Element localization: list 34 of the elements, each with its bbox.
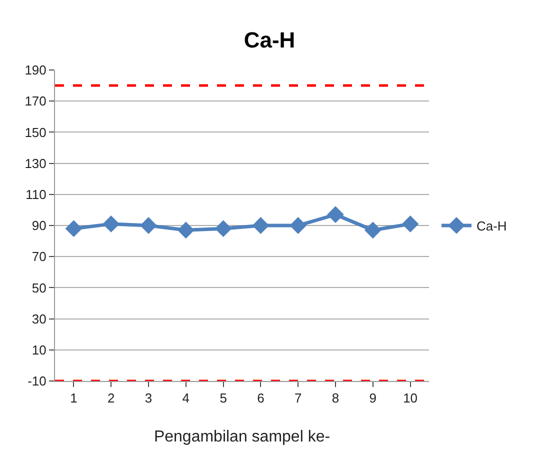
point <box>102 216 120 232</box>
x-tick-label: 5 <box>220 390 227 406</box>
x-tick-label: 8 <box>332 390 340 406</box>
x-tick-label: 6 <box>257 390 264 406</box>
point <box>327 206 344 224</box>
y-tick-label: 170 <box>24 94 46 109</box>
point <box>252 217 270 234</box>
x-tick-label: 4 <box>182 390 190 406</box>
y-tick-label: 10 <box>32 342 46 358</box>
y-tick-label: 70 <box>32 249 46 264</box>
legend-label: Ca-H <box>476 218 507 234</box>
point <box>402 216 419 232</box>
y-tick-label: 90 <box>32 218 46 234</box>
point <box>290 217 307 234</box>
x-tick-label: 9 <box>369 390 377 406</box>
point <box>364 222 382 239</box>
x-tick-label: 2 <box>107 390 115 406</box>
point <box>140 217 157 234</box>
y-tick-label: 30 <box>32 311 46 326</box>
point <box>177 222 194 239</box>
y-tick-label: 190 <box>24 62 46 78</box>
x-tick-label: 10 <box>403 390 418 406</box>
y-tick-label: 50 <box>32 280 46 296</box>
x-tick-label: 3 <box>144 390 152 406</box>
y-tick-label: 150 <box>24 124 46 140</box>
y-tick-label: -10 <box>28 374 46 389</box>
x-axis-title: Pengambilan sampel ke- <box>154 428 330 446</box>
x-tick-label: 7 <box>294 390 302 406</box>
y-tick-label: 110 <box>26 186 46 202</box>
point <box>65 220 82 238</box>
y-tick-label: 130 <box>24 156 46 171</box>
x-tick-label: 1 <box>70 390 78 406</box>
chart-title: Ca-H <box>244 28 296 53</box>
point <box>214 220 232 238</box>
